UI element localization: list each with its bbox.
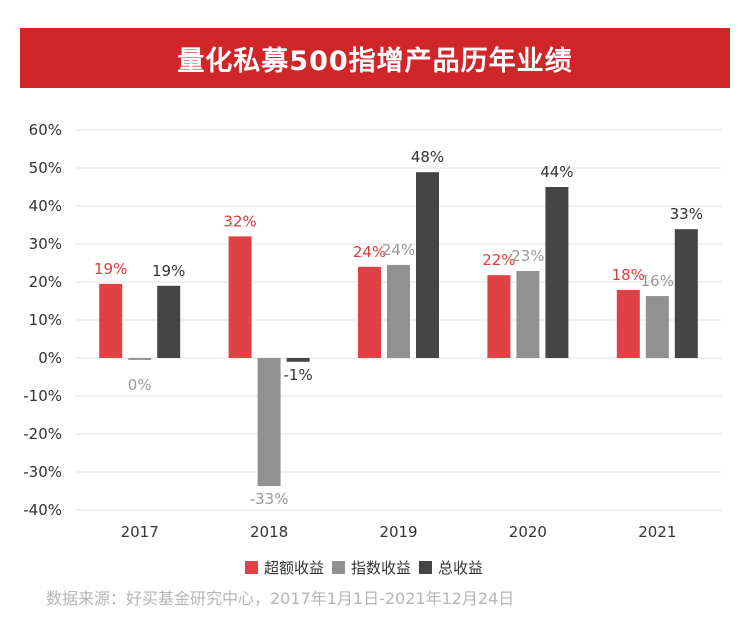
bar-2018-1 [257,358,281,487]
bar-2019-0 [358,266,381,358]
bar-2019-1 [387,264,410,358]
legend-label: 超额收益 [264,559,325,577]
data-label: 23% [511,247,544,265]
data-label: 16% [641,272,674,290]
bar-2017-0 [99,283,123,358]
bar-2021-1 [645,296,669,358]
y-tick-label: -30% [23,463,62,481]
source-note: 数据来源：好买基金研究中心，2017年1月1日-2021年12月24日 [46,589,515,608]
legend-label: 指数收益 [351,559,412,577]
legend-swatch [245,561,258,574]
legend-swatch [419,561,433,574]
legend-item: 超额收益 [245,557,324,578]
data-label: 24% [353,243,386,261]
legend-label: 总收益 [438,559,484,577]
y-tick-label: 20% [29,273,62,291]
data-label: 32% [223,212,256,230]
data-label: 0% [128,376,152,394]
legend-item: 指数收益 [332,557,411,578]
bar-2018-2 [286,358,310,362]
x-tick-label: 2019 [379,523,417,541]
y-tick-label: 10% [29,311,62,329]
y-tick-label: -20% [23,425,62,443]
bar-2021-2 [674,229,698,358]
bar-2020-1 [516,270,540,358]
bar-2020-0 [487,275,511,358]
data-label: 18% [612,266,645,284]
data-label: 19% [94,260,127,278]
data-label: 24% [382,241,415,259]
data-label: -1% [283,366,312,384]
x-tick-label: 2018 [250,523,288,541]
bar-2018-0 [228,236,252,358]
legend: 超额收益 指数收益 总收益 [245,557,491,578]
x-tick-label: 2020 [509,523,547,541]
y-tick-label: 0% [38,349,62,367]
bar-2017-2 [157,285,181,358]
y-tick-label: 40% [29,197,62,215]
legend-item: 总收益 [419,557,483,578]
bar-2019-2 [416,172,439,358]
bar-2017-1 [128,358,152,360]
y-tick-label: 30% [29,235,62,253]
y-tick-label: 50% [29,159,62,177]
data-label: -33% [250,490,289,508]
bar-2021-0 [616,289,640,358]
bar-2020-2 [545,187,569,358]
y-tick-label: -40% [23,501,62,519]
data-label: 48% [411,148,444,166]
legend-swatch [332,561,346,574]
x-tick-label: 2017 [121,523,159,541]
data-label: 22% [482,251,515,269]
chart-title: 量化私募500指增产品历年业绩 [20,28,730,88]
x-tick-label: 2021 [638,523,676,541]
data-label: 33% [670,205,703,223]
data-label: 44% [540,163,573,181]
y-tick-label: -10% [23,387,62,405]
data-label: 19% [152,262,185,280]
y-tick-label: 60% [29,121,62,139]
